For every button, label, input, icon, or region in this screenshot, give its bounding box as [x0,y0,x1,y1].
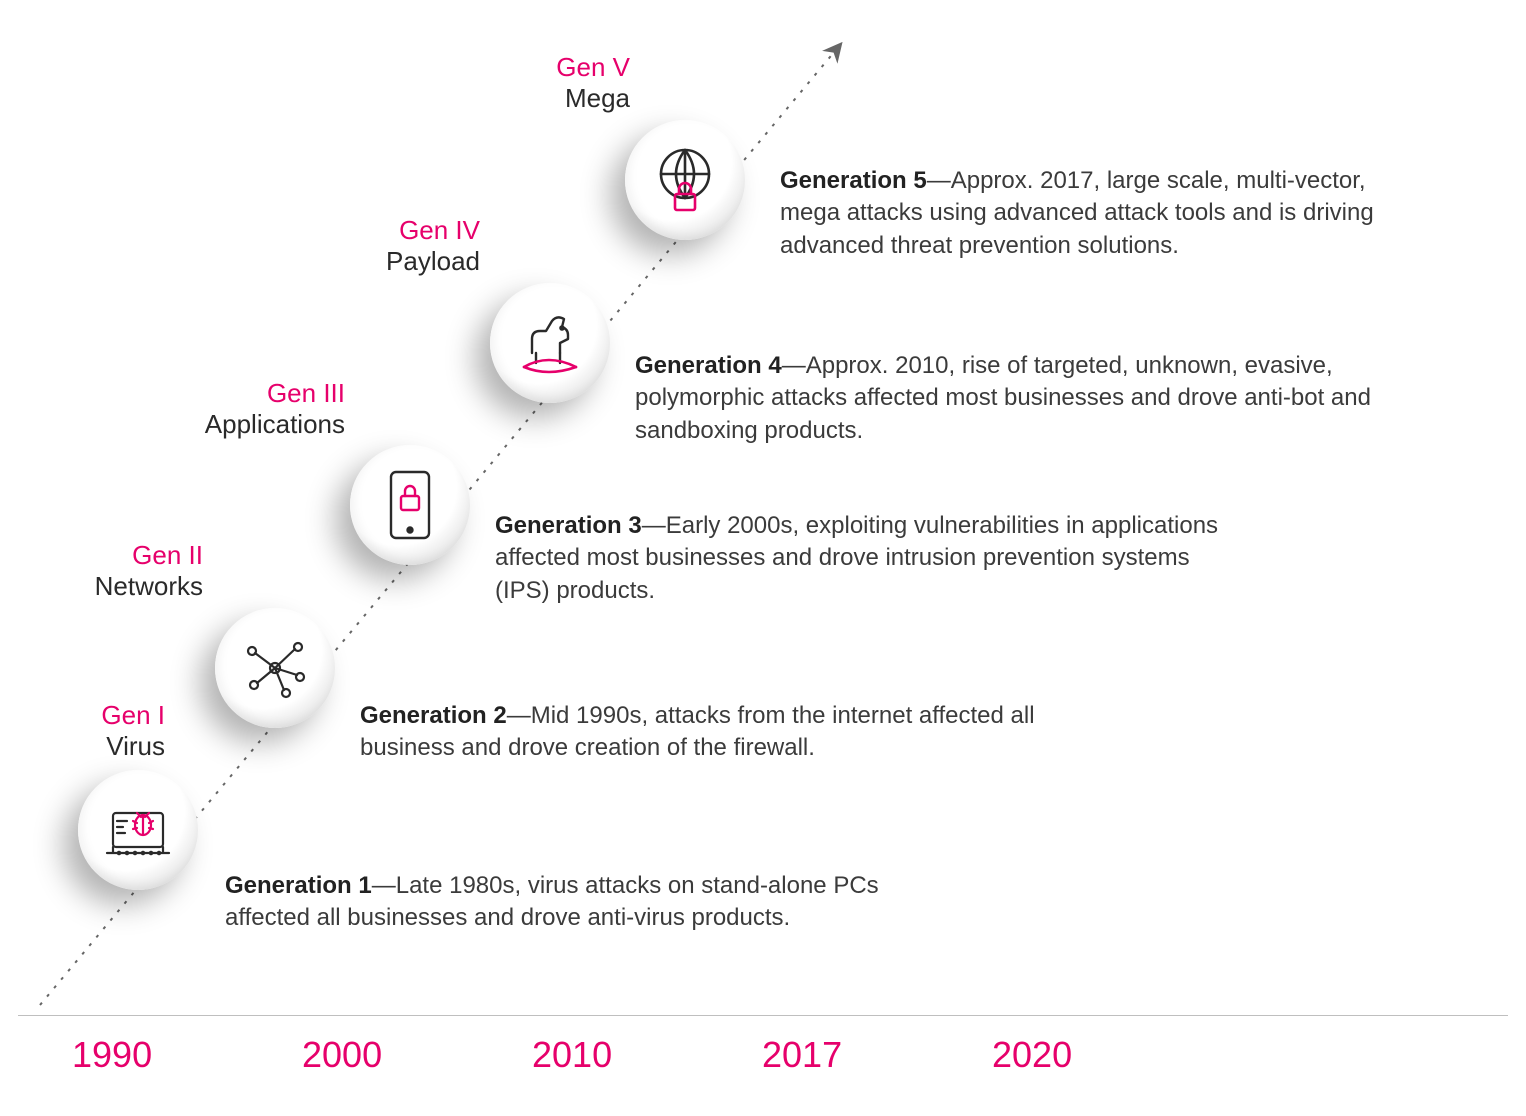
year-2000: 2000 [302,1034,457,1076]
gen1-description: Generation 1—Late 1980s, virus attacks o… [225,870,925,935]
globe-lock-icon [650,144,720,216]
infographic-canvas: Gen IVirus Generation 1—Late 1980s, virus… [0,0,1526,1116]
bug-laptop-icon [103,799,173,861]
gen3-bubble [350,445,470,565]
gen1-gen-sub: Virus [75,731,165,762]
gen5-label: Gen VMega [540,52,630,114]
gen3-desc-bold: Generation 3 [495,512,642,539]
gen5-description: Generation 5—Approx. 2017, large scale, … [780,165,1400,262]
trojan-horse-icon [514,311,586,375]
gen2-label: Gen IINetworks [75,540,203,602]
gen4-bubble [490,283,610,403]
gen2-gen-sub: Networks [75,571,203,602]
gen4-gen-sub: Payload [360,246,480,277]
year-2017: 2017 [762,1034,917,1076]
gen2-gen-name: Gen II [75,540,203,571]
gen2-description: Generation 2—Mid 1990s, attacks from the… [360,700,1060,765]
gen4-label: Gen IVPayload [360,215,480,277]
gen4-gen-name: Gen IV [360,215,480,246]
gen5-gen-sub: Mega [540,83,630,114]
gen2-bubble [215,608,335,728]
gen3-gen-name: Gen III [185,378,345,409]
gen1-gen-name: Gen I [75,700,165,731]
gen1-label: Gen IVirus [75,700,165,762]
gen3-gen-sub: Applications [185,409,345,440]
year-2020: 2020 [992,1034,1147,1076]
gen5-bubble [625,120,745,240]
phone-lock-icon [385,468,435,542]
timeline-axis-labels: 1990 2000 2010 2017 2020 [72,1034,1147,1076]
gen5-gen-name: Gen V [540,52,630,83]
gen4-desc-bold: Generation 4 [635,352,782,379]
gen4-description: Generation 4—Approx. 2010, rise of targe… [635,350,1395,447]
gen2-desc-bold: Generation 2 [360,702,507,729]
year-2010: 2010 [532,1034,687,1076]
gen1-desc-bold: Generation 1 [225,872,372,899]
gen3-label: Gen IIIApplications [185,378,345,440]
timeline-axis-line [18,1015,1508,1016]
gen1-bubble [78,770,198,890]
network-graph-icon [240,633,310,703]
gen5-desc-bold: Generation 5 [780,167,927,194]
gen3-description: Generation 3—Early 2000s, exploiting vul… [495,510,1235,607]
year-1990: 1990 [72,1034,227,1076]
